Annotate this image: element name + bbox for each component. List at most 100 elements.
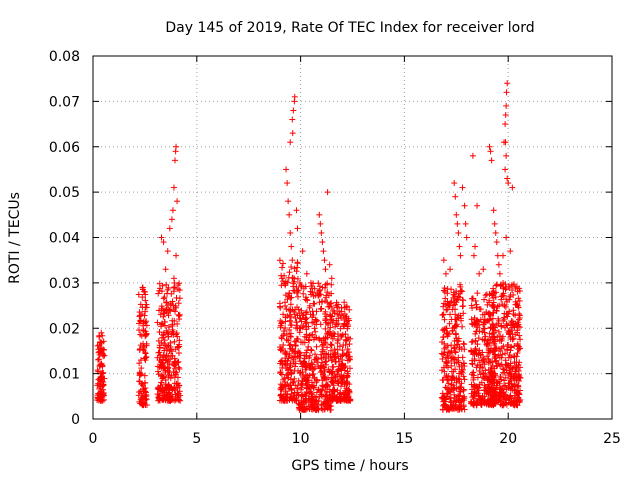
y-tick-label: 0.02 <box>49 321 80 337</box>
data-point <box>314 290 321 297</box>
data-point <box>344 303 351 310</box>
data-point <box>329 379 336 386</box>
data-point <box>339 347 346 354</box>
data-point <box>439 312 446 319</box>
data-point <box>441 327 448 334</box>
data-point <box>168 216 175 223</box>
data-point <box>471 316 478 323</box>
data-point <box>328 281 335 288</box>
data-point <box>322 266 329 273</box>
data-point <box>284 279 291 286</box>
data-point <box>495 317 502 324</box>
data-point <box>309 393 316 400</box>
data-point <box>456 385 463 392</box>
data-point <box>163 299 170 306</box>
data-point <box>282 349 289 356</box>
data-point <box>482 292 489 299</box>
data-point <box>473 350 480 357</box>
data-point <box>344 373 351 380</box>
data-point <box>299 248 306 255</box>
data-point <box>154 319 161 326</box>
data-point <box>511 386 518 393</box>
data-point <box>451 391 458 398</box>
data-point <box>309 371 316 378</box>
data-point <box>136 313 143 320</box>
data-point <box>318 298 325 305</box>
data-point <box>287 360 294 367</box>
data-point <box>336 343 343 350</box>
data-point <box>497 373 504 380</box>
data-point <box>312 328 319 335</box>
data-point <box>499 292 506 299</box>
data-point <box>288 243 295 250</box>
data-point <box>440 300 447 307</box>
data-point <box>500 365 507 372</box>
data-point <box>170 184 177 191</box>
data-point <box>287 294 294 301</box>
data-point <box>324 289 331 296</box>
data-point <box>474 290 481 297</box>
data-point <box>311 325 318 332</box>
data-point <box>95 356 102 363</box>
data-point <box>508 343 515 350</box>
data-point <box>472 320 479 327</box>
data-point <box>321 406 328 413</box>
data-point <box>160 295 167 302</box>
data-point <box>498 354 505 361</box>
data-point <box>332 349 339 356</box>
data-point <box>316 211 323 218</box>
data-point <box>334 337 341 344</box>
data-point <box>444 306 451 313</box>
data-point <box>441 316 448 323</box>
data-point <box>288 395 295 402</box>
data-point <box>299 377 306 384</box>
data-point <box>155 368 162 375</box>
data-point <box>501 366 508 373</box>
data-point <box>143 304 150 311</box>
data-point <box>163 327 170 334</box>
data-point <box>293 385 300 392</box>
data-point <box>343 320 350 327</box>
data-point <box>454 314 461 321</box>
data-point <box>167 397 174 404</box>
data-point <box>503 285 510 292</box>
data-point <box>296 369 303 376</box>
data-point <box>155 371 162 378</box>
data-point <box>503 234 510 241</box>
data-point <box>317 220 324 227</box>
data-point <box>323 376 330 383</box>
data-point <box>496 270 503 277</box>
data-point <box>516 297 523 304</box>
data-point <box>345 397 352 404</box>
data-point <box>98 329 105 336</box>
data-point <box>323 350 330 357</box>
data-point <box>444 285 451 292</box>
data-point <box>458 368 465 375</box>
data-point <box>136 369 143 376</box>
data-point <box>344 323 351 330</box>
data-point <box>509 364 516 371</box>
data-point <box>281 375 288 382</box>
data-point <box>469 321 476 328</box>
data-point <box>298 384 305 391</box>
data-point <box>463 234 470 241</box>
data-point <box>294 382 301 389</box>
data-point <box>291 93 298 100</box>
data-point <box>335 320 342 327</box>
data-point <box>493 239 500 246</box>
data-point <box>445 301 452 308</box>
data-point <box>473 328 480 335</box>
data-point <box>504 313 511 320</box>
data-point <box>154 391 161 398</box>
data-point <box>514 288 521 295</box>
data-point <box>164 248 171 255</box>
data-point <box>346 341 353 348</box>
data-point <box>163 281 170 288</box>
data-point <box>142 354 149 361</box>
data-point <box>507 248 514 255</box>
data-point <box>139 294 146 301</box>
data-point <box>101 352 108 359</box>
data-point <box>453 211 460 218</box>
data-point <box>320 248 327 255</box>
data-point <box>300 290 307 297</box>
